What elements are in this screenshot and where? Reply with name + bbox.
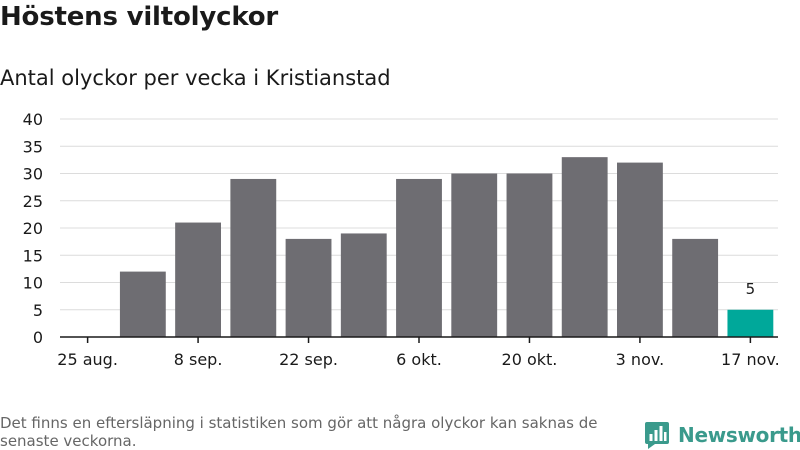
bar [285, 238, 332, 337]
x-tick-label: 22 sep. [279, 350, 338, 369]
bar [561, 157, 608, 337]
bar [175, 222, 221, 337]
y-tick-label: 10 [23, 274, 43, 293]
y-tick-label: 25 [23, 192, 43, 211]
y-tick-label: 40 [23, 110, 43, 129]
data-label: 5 [746, 280, 756, 298]
newsworthy-logo-icon [645, 422, 669, 449]
bar [672, 238, 719, 337]
data-labels: 5 [746, 280, 756, 298]
newsworthy-logo: Newsworthy [644, 420, 800, 450]
y-tick-label: 5 [33, 301, 43, 320]
y-axis: 0 5 10 15 20 25 30 35 40 [23, 110, 43, 347]
y-tick-label: 20 [23, 219, 43, 238]
chart-subtitle: Antal olyckor per vecka i Kristianstad [0, 66, 391, 90]
bar [396, 178, 442, 337]
x-tick-label: 6 okt. [396, 350, 442, 369]
footnote: Det finns en eftersläpning i statistiken… [0, 414, 598, 450]
x-axis: 25 aug. 8 sep. 22 sep. 6 okt. 20 okt. 3 nov. 1… [57, 336, 780, 369]
y-tick-label: 0 [33, 328, 43, 347]
x-tick-label: 20 okt. [502, 350, 558, 369]
x-tick-label: 25 aug. [57, 350, 118, 369]
bar [119, 271, 166, 337]
x-tick-label: 8 sep. [174, 350, 223, 369]
bar [230, 178, 277, 337]
bar [617, 162, 663, 337]
x-tick-label: 17 nov. [721, 350, 780, 369]
bar [727, 309, 774, 337]
y-tick-label: 35 [23, 137, 43, 156]
y-tick-label: 30 [23, 165, 43, 184]
bar [340, 233, 387, 337]
x-tick-label: 3 nov. [616, 350, 665, 369]
newsworthy-logo-text: Newsworthy [678, 423, 800, 447]
bar-chart: 0 5 10 15 20 25 30 35 40 5 25 aug. 8 sep. 22 sep. 6… [23, 110, 780, 369]
y-tick-label: 15 [23, 246, 43, 265]
bars [119, 157, 774, 337]
bar [506, 173, 553, 337]
chart-title: Höstens viltolyckor [0, 2, 279, 32]
bar [451, 173, 498, 337]
